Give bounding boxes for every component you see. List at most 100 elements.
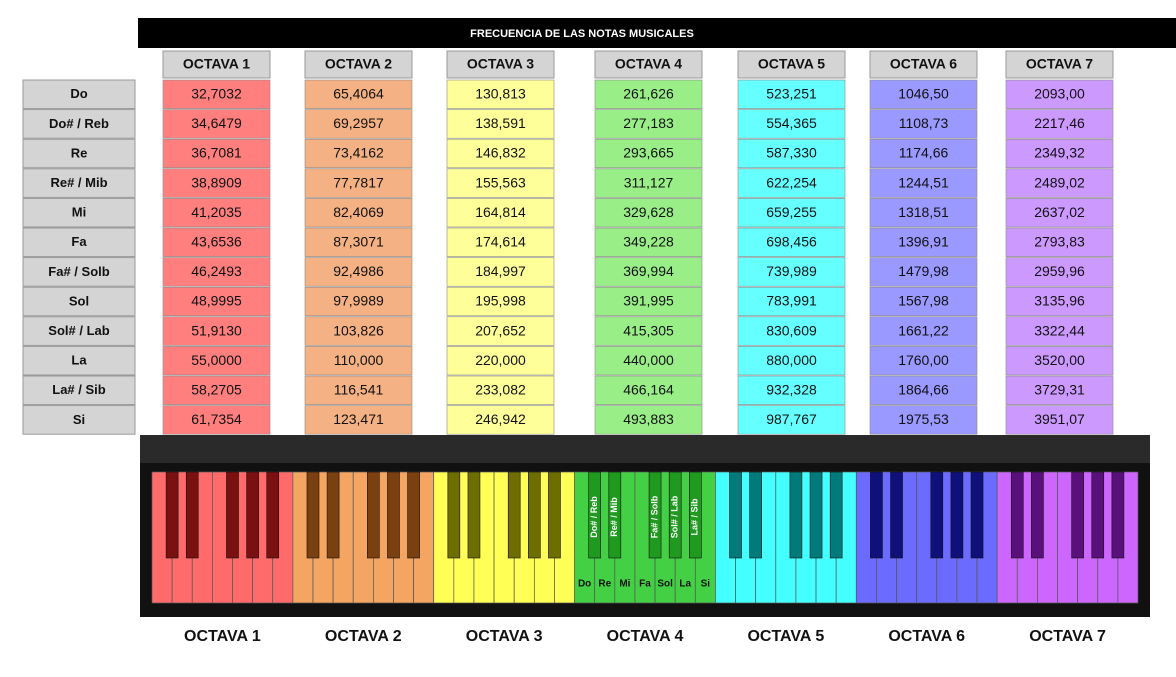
octave-header-text: OCTAVA 6 [890,56,957,72]
value-cell [1005,198,1114,228]
value-text: 73,4162 [333,145,384,161]
value-cell [737,168,846,198]
value-cell [304,198,413,228]
value-text: 311,127 [624,174,674,190]
black-key [890,471,903,559]
value-text: 2793,83 [1034,234,1085,250]
note-label: Do [70,86,87,101]
octave-footer: OCTAVA 2 [325,628,402,645]
note-cell [22,109,136,139]
value-cell [446,227,555,257]
value-cell [737,198,846,228]
black-key [608,471,622,559]
note-cell [22,79,136,110]
value-cell [869,138,978,169]
octave-header [162,50,271,79]
black-key [1111,471,1125,559]
octave-header-text: OCTAVA 1 [183,56,250,72]
value-cell [446,375,555,405]
value-cell [162,257,271,287]
value-cell [869,316,978,346]
white-key-label: La [679,579,691,590]
value-cell [162,286,271,317]
note-cell [22,257,136,287]
note-label: Sol# / Lab [48,323,109,338]
white-key-label: Fa [639,579,651,590]
note-label: Mi [72,205,86,220]
white-key-label: Sol [657,579,673,590]
black-key [165,471,179,559]
value-text: 523,251 [766,86,817,102]
value-cell [162,316,271,346]
black-key [185,471,199,559]
value-cell [594,109,703,139]
note-label: Fa [71,234,87,249]
value-cell [594,79,703,109]
value-cell [162,227,271,257]
value-cell [304,405,413,435]
value-cell [737,138,846,169]
value-cell [304,257,413,287]
value-cell [446,286,555,317]
value-text: 155,563 [475,174,526,190]
value-cell [446,109,555,139]
black-key [367,471,380,559]
value-text: 41,2035 [191,204,242,220]
value-cell [869,227,978,257]
value-cell [1005,257,1114,287]
value-text: 493,883 [623,411,674,427]
value-text: 349,228 [623,234,674,250]
value-cell [594,198,703,228]
value-cell [594,346,703,376]
title-bar [138,18,1176,48]
value-text: 110,000 [334,352,384,368]
value-text: 164,814 [475,204,526,220]
black-key [1071,471,1084,559]
value-cell [1005,346,1114,376]
value-text: 329,628 [623,204,674,220]
value-text: 61,7354 [191,411,242,427]
value-cell [869,198,978,228]
value-text: 1760,00 [898,352,949,368]
note-cell [22,316,136,346]
value-text: 440,000 [623,352,674,368]
octave-header [869,50,978,79]
octave-footer: OCTAVA 3 [466,628,543,645]
value-cell [594,138,703,169]
note-cell [22,138,136,169]
value-cell [594,168,703,198]
value-cell [162,109,271,139]
value-text: 146,832 [475,145,526,161]
value-text: 415,305 [623,322,674,338]
value-text: 207,652 [475,322,526,338]
value-cell [869,109,978,139]
value-text: 2093,00 [1034,86,1085,102]
note-cell [22,345,136,376]
value-text: 1396,91 [898,234,949,250]
value-cell [737,257,846,287]
value-text: 1864,66 [898,382,949,398]
value-text: 77,7817 [333,174,384,190]
value-text: 32,7032 [191,86,242,102]
value-cell [869,168,978,198]
value-cell [446,316,555,346]
value-cell [737,346,846,376]
value-text: 233,082 [475,382,526,398]
black-key [809,471,823,559]
value-cell [304,286,413,317]
black-key [387,471,400,559]
value-cell [304,168,413,198]
value-text: 932,328 [766,382,817,398]
value-text: 277,183 [623,115,674,131]
value-text: 3951,07 [1034,411,1085,427]
value-cell [446,138,555,169]
black-key-label: Fa# / Solb [649,495,659,538]
black-key [447,471,461,559]
value-text: 2959,96 [1034,263,1085,279]
value-cell [594,227,703,257]
value-text: 3729,31 [1034,382,1085,398]
note-cell [22,197,136,228]
value-text: 391,995 [623,293,674,309]
value-text: 739,989 [766,263,817,279]
